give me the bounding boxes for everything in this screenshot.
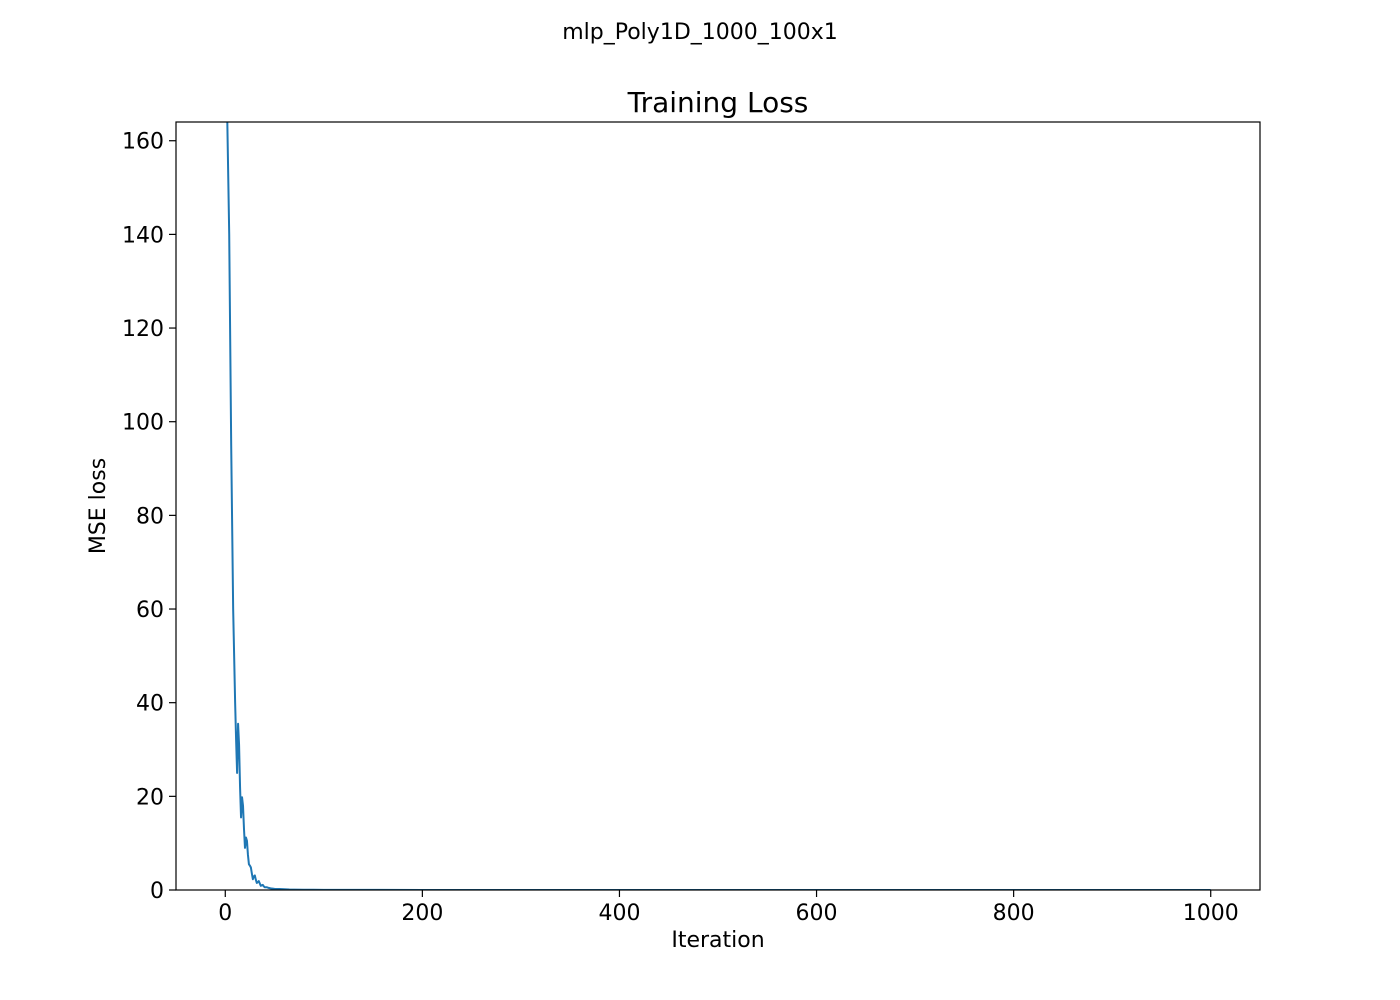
x-tick-label: 1000 <box>1183 901 1239 926</box>
y-tick-label: 40 <box>136 692 164 717</box>
x-axis-label: Iteration <box>671 928 764 953</box>
y-tick-label: 60 <box>136 598 164 623</box>
y-tick-label: 0 <box>150 879 164 904</box>
x-tick-label: 0 <box>218 901 232 926</box>
y-tick-label: 160 <box>122 130 164 155</box>
x-tick-label: 400 <box>598 901 640 926</box>
x-tick-label: 600 <box>796 901 838 926</box>
plot-frame <box>175 121 1261 891</box>
chart-title: Training Loss <box>627 86 809 119</box>
x-tick-label: 200 <box>401 901 443 926</box>
y-axis: 0 20 40 60 80 100 120 140 160 <box>122 130 176 904</box>
x-axis: 0 200 400 600 800 1000 <box>218 890 1239 926</box>
y-tick-label: 20 <box>136 785 164 810</box>
figure-suptitle: mlp_Poly1D_1000_100x1 <box>562 20 838 45</box>
y-tick-label: 100 <box>122 411 164 436</box>
y-axis-label: MSE loss <box>86 458 111 554</box>
y-tick-label: 80 <box>136 504 164 529</box>
y-tick-label: 120 <box>122 317 164 342</box>
x-tick-label: 800 <box>993 901 1035 926</box>
series-line-training-loss <box>226 122 1211 890</box>
y-tick-label: 140 <box>122 223 164 248</box>
